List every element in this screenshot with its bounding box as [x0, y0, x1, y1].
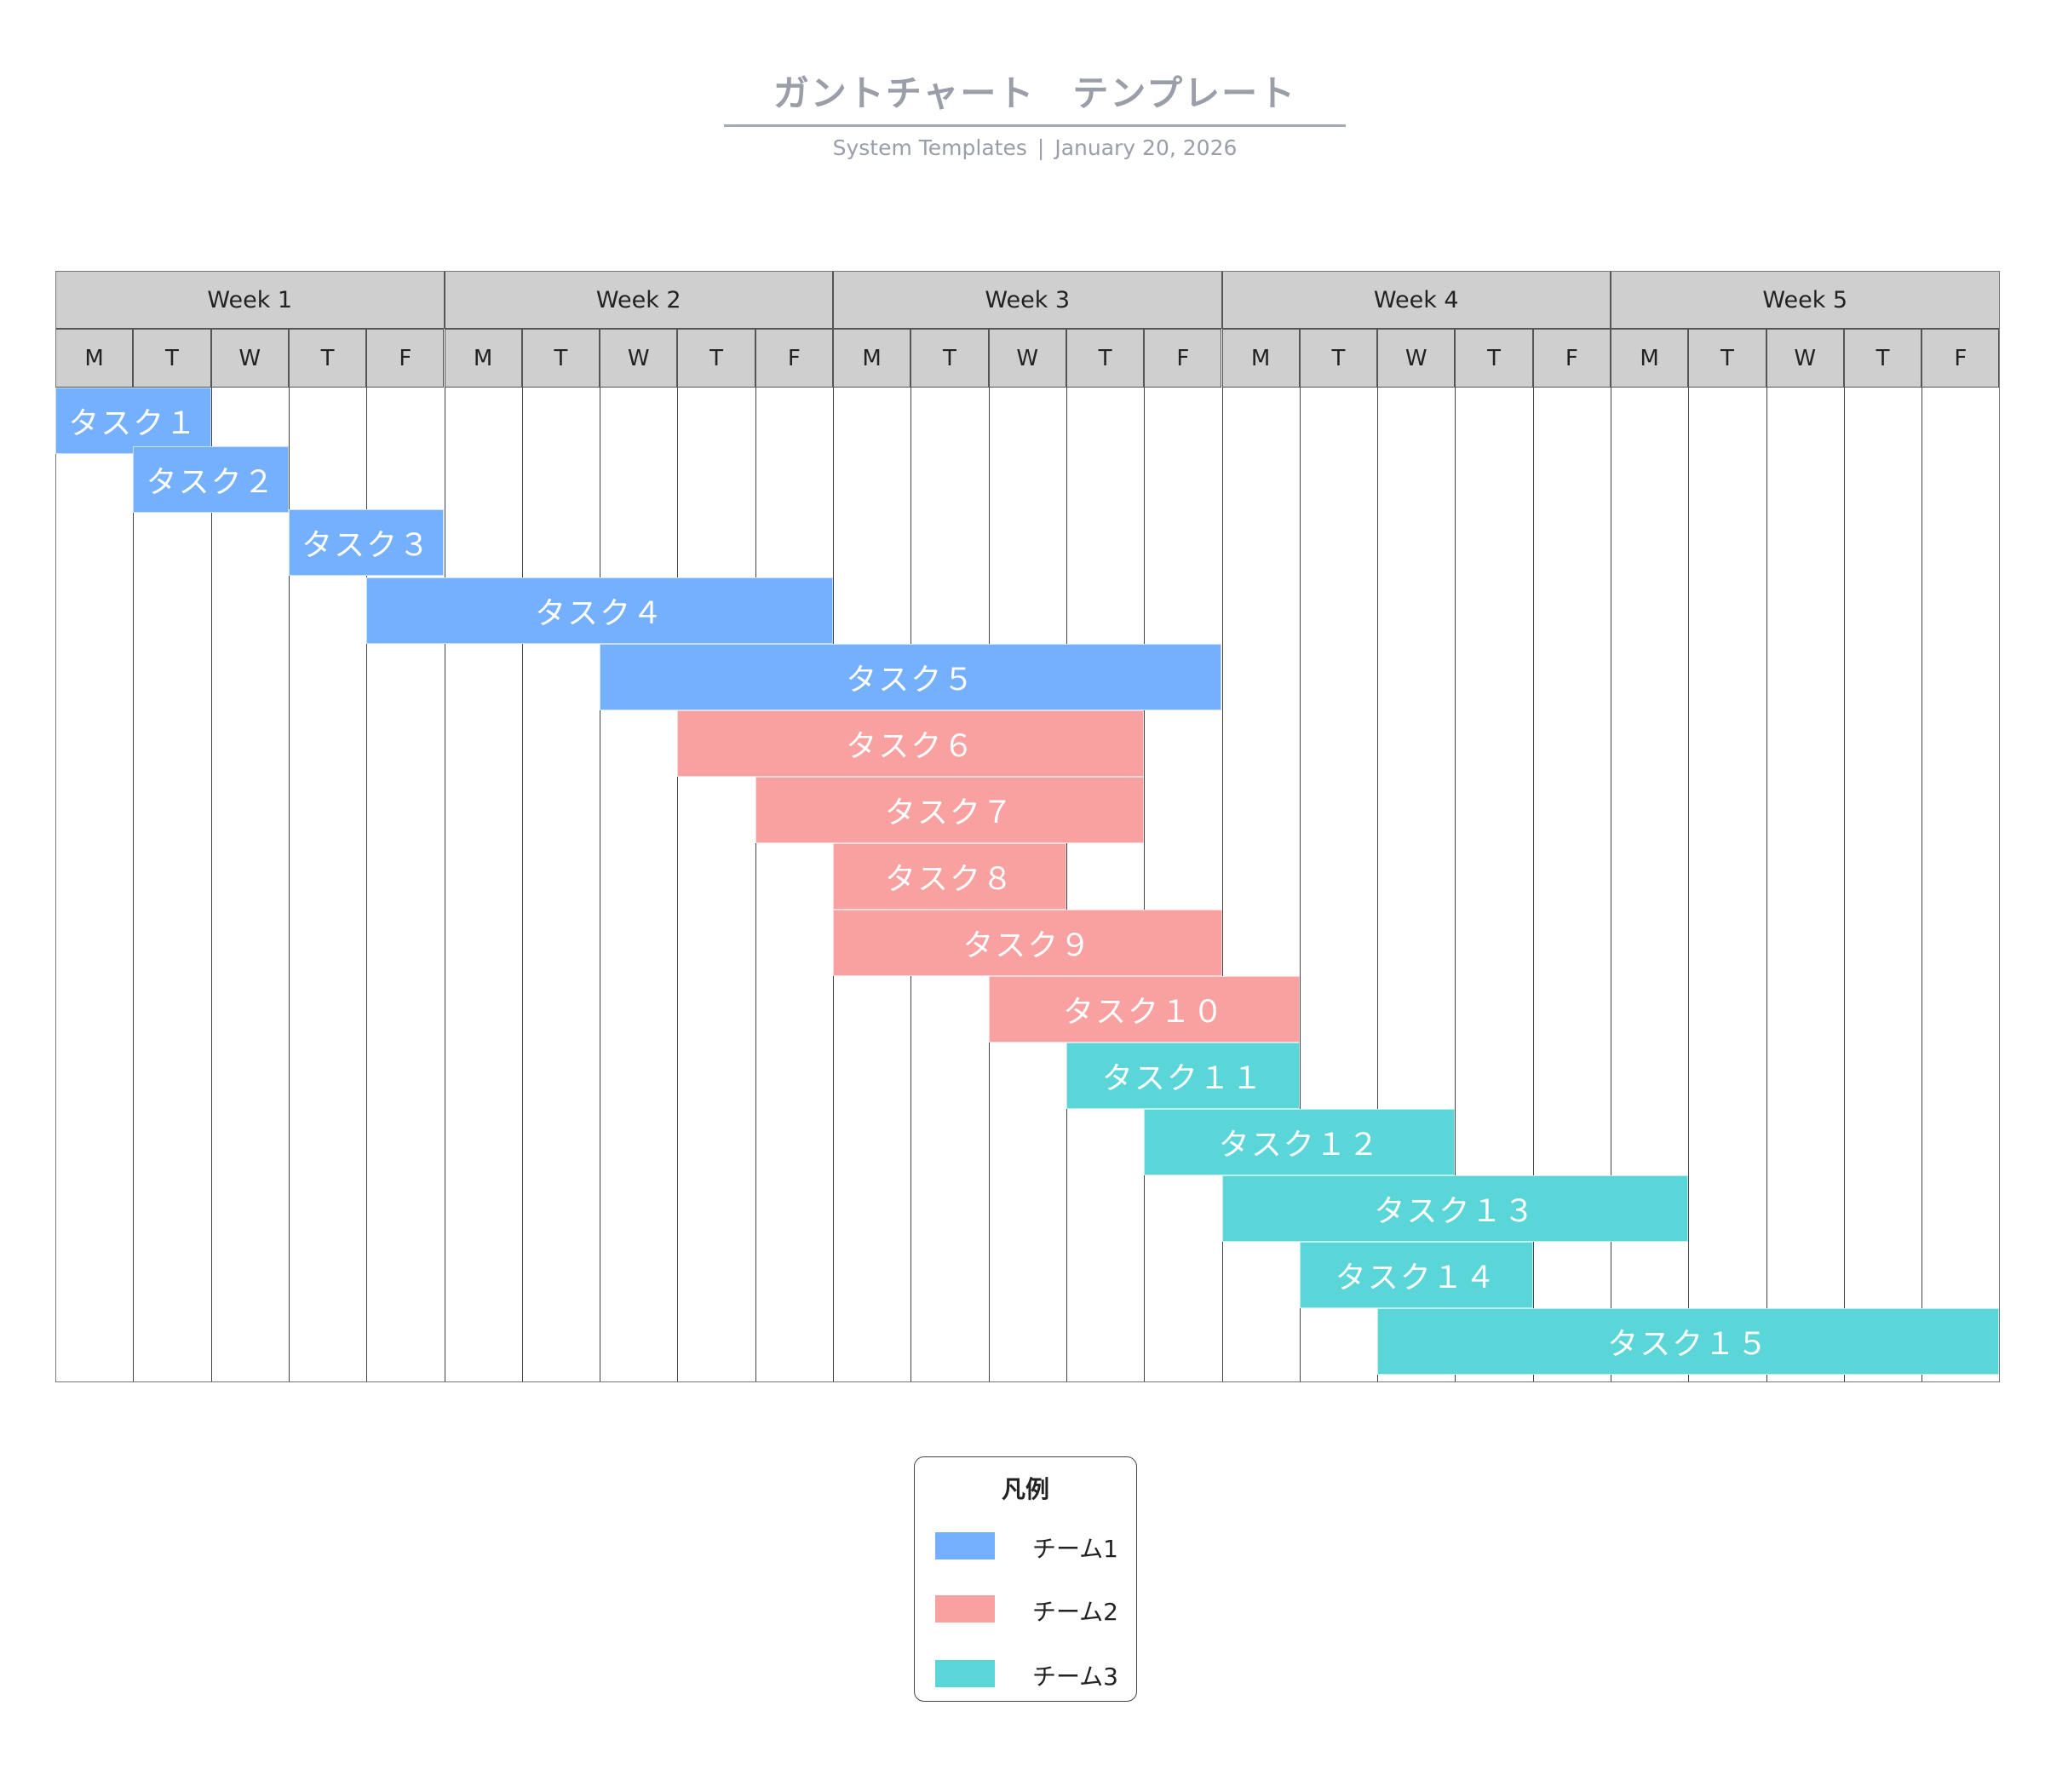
task-bar-5[interactable]: タスク５	[600, 644, 1222, 710]
day-header: M	[444, 329, 522, 388]
title-block: ガントチャート テンプレート System Templates | January …	[724, 68, 1346, 160]
day-header: T	[1455, 329, 1533, 388]
day-header: T	[521, 329, 600, 388]
task-bar-15[interactable]: タスク１５	[1377, 1308, 2000, 1375]
week-header-5: Week 5	[1611, 271, 2000, 329]
grid-column-line	[1066, 388, 1067, 1382]
subtitle-date: January 20, 2026	[1054, 135, 1238, 160]
day-header: M	[55, 329, 134, 388]
grid-column-line	[1455, 388, 1456, 1382]
legend-swatch-team2	[935, 1595, 995, 1623]
legend-swatch-team3	[935, 1660, 995, 1687]
day-header: W	[210, 329, 289, 388]
day-header: T	[288, 329, 367, 388]
legend-label-team2: チーム2	[1032, 1598, 1118, 1626]
day-header: T	[910, 329, 989, 388]
task-bar-8[interactable]: タスク８	[833, 843, 1066, 910]
day-header: M	[1221, 329, 1300, 388]
week-header-2: Week 2	[444, 271, 833, 329]
grid-column-line	[1688, 388, 1690, 1382]
legend-item-team1: チーム1	[915, 1529, 1136, 1563]
day-header: T	[1688, 329, 1766, 388]
task-bar-13[interactable]: タスク１３	[1221, 1175, 1689, 1242]
legend-title: 凡例	[1001, 1475, 1049, 1503]
grid-column-line	[1766, 388, 1767, 1382]
grid-column-line	[1532, 388, 1534, 1382]
day-header: F	[1144, 329, 1222, 388]
task-bar-12[interactable]: タスク１２	[1144, 1109, 1456, 1175]
day-header: F	[1532, 329, 1611, 388]
task-bar-2[interactable]: タスク２	[133, 446, 289, 513]
day-header: M	[833, 329, 911, 388]
grid-column-line	[1377, 388, 1379, 1382]
week-header-4: Week 4	[1221, 271, 1611, 329]
day-header: F	[755, 329, 833, 388]
legend-swatch-team1	[935, 1532, 995, 1559]
day-header: T	[133, 329, 211, 388]
day-header: T	[1843, 329, 1922, 388]
grid-column-line	[1221, 388, 1223, 1382]
legend-item-team2: チーム2	[915, 1592, 1136, 1626]
task-bar-9[interactable]: タスク９	[833, 910, 1222, 976]
legend-item-team3: チーム3	[915, 1657, 1136, 1691]
day-header: F	[1921, 329, 2000, 388]
grid-column-line	[1843, 388, 1845, 1382]
task-bar-7[interactable]: タスク７	[755, 777, 1145, 843]
grid-column-line	[1921, 388, 1923, 1382]
page-title: ガントチャート テンプレート	[773, 72, 1297, 114]
grid-column-line	[133, 388, 135, 1382]
task-bar-1[interactable]: タスク１	[55, 388, 211, 454]
grid-column-line	[521, 388, 523, 1382]
grid-column-line	[288, 388, 290, 1382]
day-header: T	[1299, 329, 1378, 388]
task-bar-10[interactable]: タスク１０	[988, 976, 1300, 1042]
subtitle-source: System Templates	[832, 135, 1027, 160]
task-bar-6[interactable]: タスク６	[677, 710, 1145, 777]
day-header: W	[600, 329, 678, 388]
day-header: F	[366, 329, 445, 388]
week-header-3: Week 3	[833, 271, 1222, 329]
day-header: T	[1066, 329, 1145, 388]
grid-column-line	[1144, 388, 1146, 1382]
grid-column-line	[1299, 388, 1301, 1382]
day-header: W	[1766, 329, 1844, 388]
grid-column-line	[210, 388, 212, 1382]
task-bar-3[interactable]: タスク３	[288, 509, 445, 576]
task-bar-11[interactable]: タスク１１	[1066, 1042, 1300, 1109]
legend: 凡例 チーム1 チーム2 チーム3	[914, 1456, 1137, 1702]
week-header-1: Week 1	[55, 271, 445, 329]
subtitle-separator: |	[1037, 135, 1045, 160]
day-header: M	[1611, 329, 1689, 388]
grid-column-line	[755, 388, 756, 1382]
title-underline	[724, 124, 1346, 127]
legend-label-team1: チーム1	[1032, 1535, 1118, 1563]
day-header: W	[988, 329, 1066, 388]
grid-column-line	[366, 388, 368, 1382]
task-bar-14[interactable]: タスク１４	[1299, 1242, 1533, 1308]
legend-label-team3: チーム3	[1032, 1663, 1118, 1691]
page-subtitle: System Templates | January 20, 2026	[724, 135, 1346, 160]
day-header: T	[677, 329, 755, 388]
day-header: W	[1377, 329, 1456, 388]
task-bar-4[interactable]: タスク４	[366, 577, 833, 644]
grid-column-line	[677, 388, 679, 1382]
